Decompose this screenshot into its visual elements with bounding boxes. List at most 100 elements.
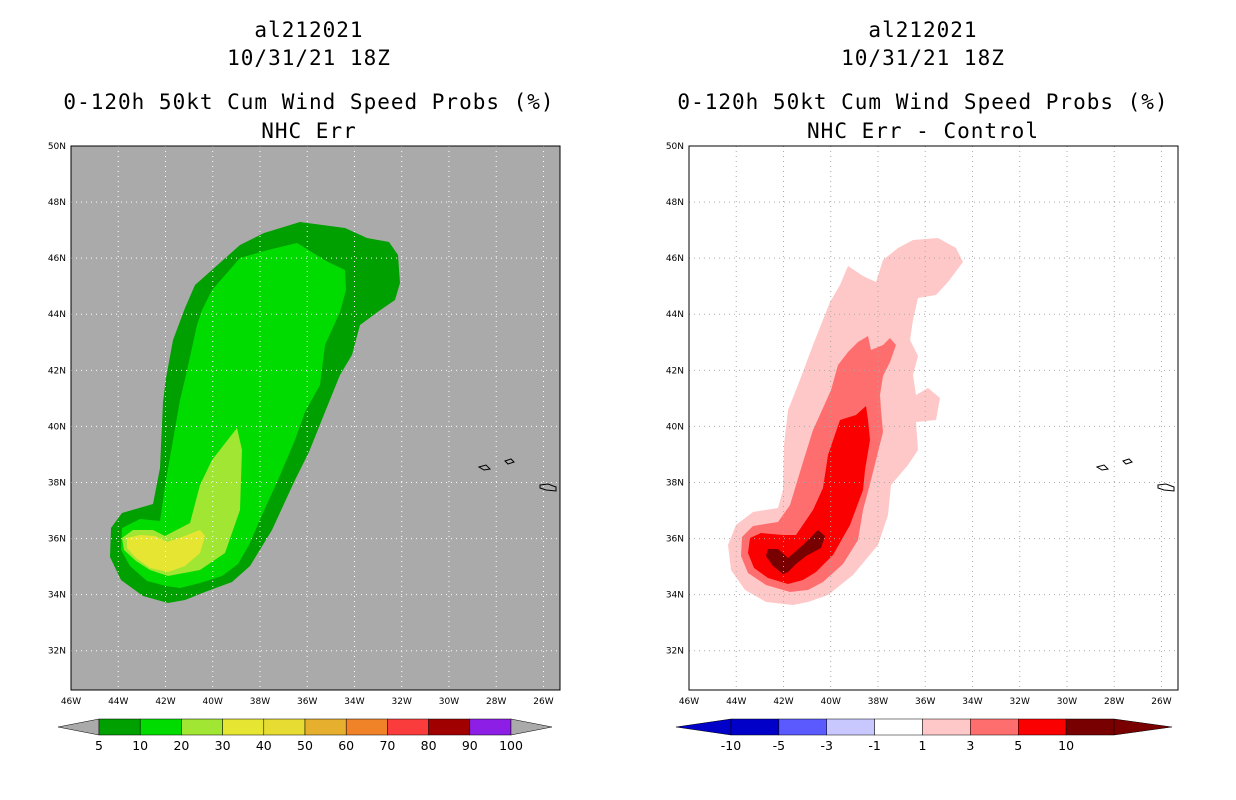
- colorbar-swatch: [263, 718, 306, 736]
- lon-tick-label: 26W: [533, 697, 553, 707]
- lat-tick-label: 48N: [48, 198, 66, 208]
- lon-tick-label: 34W: [344, 697, 364, 707]
- colorbar-swatch: [970, 718, 1019, 736]
- colorbar-label: 30: [215, 738, 231, 753]
- colorbar-swatch: [98, 718, 141, 736]
- lat-labels: 50N 48N 46N 44N 42N 40N 38N 36N 34N 32N: [48, 142, 66, 657]
- contour-10pct: [121, 243, 346, 588]
- datetime-title: 10/31/21 18Z: [227, 46, 391, 70]
- contour-plus3: [741, 336, 896, 592]
- lon-tick-label: 32W: [1010, 697, 1030, 707]
- gridlines: [689, 146, 1178, 690]
- product-title: 0-120h 50kt Cum Wind Speed Probs (%): [63, 90, 555, 114]
- lon-tick-label: 40W: [203, 697, 223, 707]
- lat-tick-label: 34N: [666, 591, 684, 601]
- gridlines: [71, 146, 560, 690]
- lat-labels: 50N 48N 46N 44N 42N 40N 38N 36N 34N 32N: [666, 142, 684, 657]
- colorbar-label: -5: [773, 738, 785, 753]
- lon-tick-label: 38W: [250, 697, 270, 707]
- datetime-title: 10/31/21 18Z: [841, 46, 1005, 70]
- lon-tick-label: 44W: [108, 697, 128, 707]
- subtitle: NHC Err - Control: [807, 119, 1039, 143]
- lon-tick-label: 34W: [962, 697, 982, 707]
- colorbar-left-arrow: [675, 718, 732, 736]
- lon-labels: 46W 44W 42W 40W 38W 36W 34W 32W 30W 28W 26W: [679, 697, 1172, 707]
- lat-tick-label: 50N: [666, 142, 684, 152]
- colorbar-label: -1: [868, 738, 880, 753]
- colorbar-right-arrow: [510, 718, 553, 736]
- left-panel: al212021 10/31/21 18Z 0-120h 50kt Cum Wi…: [48, 18, 561, 753]
- lat-tick-label: 36N: [48, 535, 66, 545]
- lat-tick-label: 38N: [48, 478, 66, 488]
- colorbar-swatch: [469, 718, 512, 736]
- azores-coastline: [1095, 458, 1175, 492]
- lat-tick-label: 44N: [48, 310, 66, 320]
- colorbar-swatch: [304, 718, 347, 736]
- colorbar-label: 1: [919, 738, 927, 753]
- lat-tick-label: 34N: [48, 591, 66, 601]
- colorbar-swatch: [730, 718, 780, 736]
- colorbar-label: 60: [338, 738, 354, 753]
- difference-contours: [728, 238, 963, 605]
- contour-plus5: [748, 406, 870, 584]
- colorbar: 5 10 20 30 40 50 60 70 80 90 100: [57, 718, 553, 753]
- lat-tick-label: 32N: [48, 647, 66, 657]
- colorbar-swatch: [387, 718, 429, 736]
- colorbar-label: 70: [379, 738, 395, 753]
- colorbar-label: 3: [966, 738, 974, 753]
- lon-tick-label: 36W: [915, 697, 935, 707]
- colorbar-label: -3: [821, 738, 833, 753]
- colorbar-label: 20: [173, 738, 189, 753]
- colorbar-swatch: [778, 718, 827, 736]
- colorbar-swatch: [1018, 718, 1067, 736]
- colorbar: -10 -5 -3 -1 1 3 5 10: [675, 718, 1173, 753]
- lat-tick-label: 44N: [666, 310, 684, 320]
- lat-tick-label: 38N: [666, 478, 684, 488]
- storm-id-title: al212021: [254, 18, 364, 42]
- right-map: 50N 48N 46N 44N 42N 40N 38N 36N 34N 32N 46W 44W 42W…: [666, 142, 1179, 753]
- lon-tick-label: 28W: [486, 697, 506, 707]
- colorbar-label: 100: [499, 738, 523, 753]
- lon-tick-label: 36W: [297, 697, 317, 707]
- colorbar-label: 80: [421, 738, 437, 753]
- contour-plus10: [766, 530, 825, 574]
- colorbar-swatch: [1065, 718, 1115, 736]
- colorbar-swatch: [345, 718, 388, 736]
- colorbar-swatch: [922, 718, 971, 736]
- colorbar-label: 90: [462, 738, 478, 753]
- subtitle: NHC Err: [261, 119, 357, 143]
- colorbar-right-arrow: [1113, 718, 1173, 736]
- colorbar-swatch: [181, 718, 223, 736]
- right-panel: al212021 10/31/21 18Z 0-120h 50kt Cum Wi…: [618, 0, 1236, 800]
- colorbar-label: 10: [1058, 738, 1074, 753]
- lat-tick-label: 46N: [666, 254, 684, 264]
- lon-labels: 46W 44W 42W 40W 38W 36W 34W 32W 30W 28W 26W: [61, 697, 554, 707]
- colorbar-swatch: [874, 718, 923, 736]
- azores-coastline: [477, 458, 557, 492]
- colorbar-swatch: [428, 718, 471, 736]
- left-map: 50N 48N 46N 44N 42N 40N 38N 36N 34N 32N 46W 44W 42W…: [48, 142, 561, 753]
- lon-tick-label: 44W: [726, 697, 746, 707]
- colorbar-label: 50: [297, 738, 313, 753]
- storm-id-title: al212021: [868, 18, 978, 42]
- map-frame: [688, 145, 1179, 691]
- colorbar-label: -10: [721, 738, 741, 753]
- lon-tick-label: 40W: [821, 697, 841, 707]
- lon-tick-label: 42W: [155, 697, 175, 707]
- colorbar-label: 10: [132, 738, 148, 753]
- lon-tick-label: 26W: [1151, 697, 1171, 707]
- colorbar-label: 5: [95, 738, 103, 753]
- lat-tick-label: 32N: [666, 647, 684, 657]
- map-frame: [70, 145, 561, 691]
- lat-tick-label: 48N: [666, 198, 684, 208]
- lon-tick-label: 30W: [439, 697, 459, 707]
- colorbar-label: 5: [1014, 738, 1022, 753]
- lat-tick-label: 40N: [48, 422, 66, 432]
- colorbar-swatch: [826, 718, 875, 736]
- lon-tick-label: 38W: [868, 697, 888, 707]
- lat-tick-label: 36N: [666, 535, 684, 545]
- lon-tick-label: 46W: [61, 697, 81, 707]
- lat-tick-label: 42N: [48, 366, 66, 376]
- lat-tick-label: 46N: [48, 254, 66, 264]
- lat-tick-label: 42N: [666, 366, 684, 376]
